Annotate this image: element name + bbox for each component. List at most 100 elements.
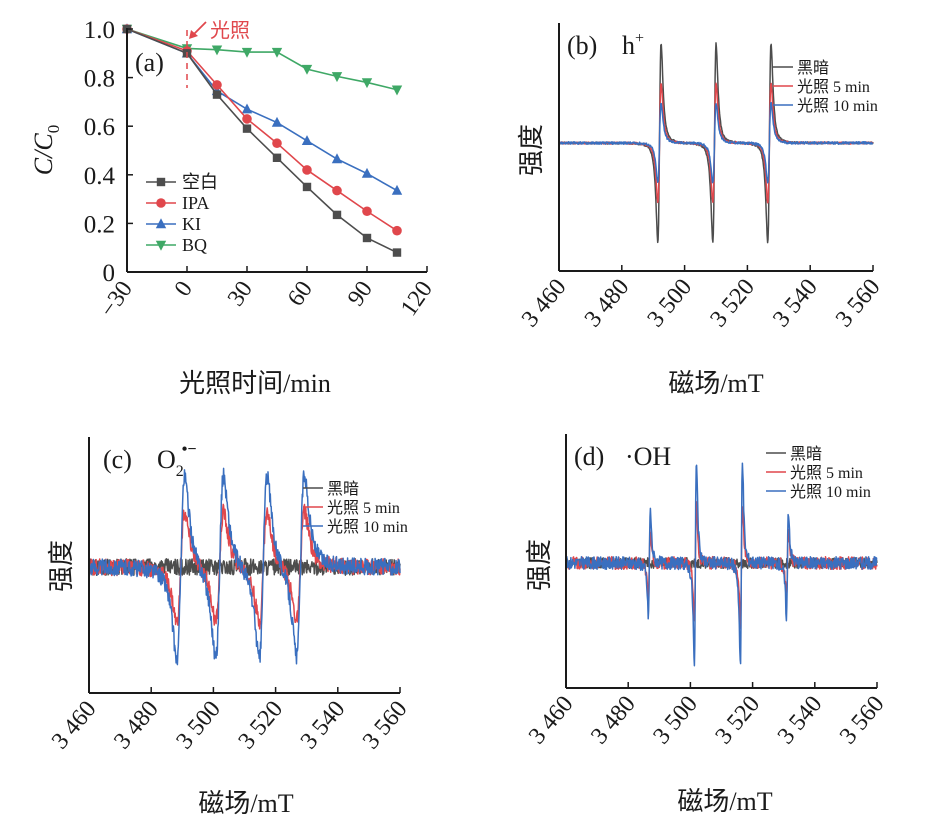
panel-d-epr-hydroxyl: 3 460 3 480 3 500 3 520 3 540 3 560 (d) ·OH 黑… [524,434,890,816]
circle-marker [302,165,312,175]
panel-b-species: h+ [622,30,644,60]
triangle-down-marker [391,85,403,96]
circle-marker [156,198,166,208]
legend-label: 光照 10 min [790,483,871,501]
legend-label: 光照 10 min [797,97,878,115]
x-tick-label: 3 480 [109,696,164,754]
x-tick-label: 3 540 [768,274,823,332]
circle-marker [212,80,222,90]
x-tick-label: 3 540 [296,696,351,754]
legend-label: KI [182,214,201,234]
series-KI [121,23,403,195]
x-tick-label: 30 [223,277,258,312]
panel-b-series-group [558,42,874,244]
legend-label: BQ [182,235,207,255]
series-line [126,28,398,91]
square-marker [272,153,282,162]
series-BQ [121,24,403,96]
panel-b-ticks: 3 460 3 480 3 500 3 520 3 540 3 560 [517,265,886,332]
legend-item: 光照 5 min [773,78,870,96]
legend-label: IPA [182,193,209,213]
square-marker [332,210,342,220]
panel-c-ticks: 3 460 3 480 3 500 3 520 3 540 3 560 [47,687,413,754]
triangle-up-marker [241,103,253,114]
y-tick-label: 0.2 [84,211,115,238]
legend-label: 空白 [182,172,218,192]
panel-d-series-group [565,462,878,667]
light-annotation-text: 光照 [210,19,250,42]
circle-marker [242,114,252,124]
legend-item: BQ [146,235,207,255]
legend-item: 黑暗 [303,480,359,498]
legend-item: KI [146,214,201,234]
light-arrow-shaft [192,21,207,36]
series-line [126,28,398,192]
triangle-down-marker [155,240,167,251]
legend-item: 光照 5 min [303,499,400,517]
x-tick-label: 3 500 [171,696,226,754]
x-tick-label: 3 520 [705,274,760,332]
legend-item: 黑暗 [773,59,829,77]
panel-a-x-axis-label: 光照时间/min [179,369,331,398]
x-tick-label: 0 [170,277,198,302]
series-line [126,28,398,254]
square-marker [212,90,222,99]
legend-item: 光照 5 min [766,464,863,482]
legend-item: 光照 10 min [766,483,871,501]
series-line [126,28,398,232]
x-tick-label: 3 460 [517,274,572,332]
x-tick-label: 3 500 [648,691,703,749]
panel-d-species: ·OH [625,442,671,471]
spectrum-光照 10 min [558,101,874,184]
legend-label: 光照 5 min [790,464,863,482]
spectrum-光照 10 min [565,462,878,667]
panel-d-x-axis-label: 磁场/mT [677,787,772,816]
square-marker [302,182,312,192]
light-arrow-head-icon [189,30,198,39]
circle-marker [362,206,372,217]
triangle-up-marker [361,167,373,178]
x-tick-label: 3 460 [524,691,579,749]
panel-c-y-axis-label: 强度 [47,540,76,592]
triangle-down-marker [211,45,223,56]
panel-d-label: (d) [574,442,604,471]
legend-label: 黑暗 [327,480,359,498]
legend-item: IPA [146,193,209,213]
legend-item: 光照 10 min [773,97,878,115]
svg-text:C/C0: C/C0 [29,125,63,175]
triangle-up-marker [391,184,403,195]
triangle-down-marker [271,47,283,58]
triangle-up-marker [271,116,283,127]
triangle-up-marker [155,218,167,229]
square-marker [362,233,372,243]
panel-c-x-axis-label: 磁场/mT [198,789,293,818]
x-tick-label: 3 480 [580,274,635,332]
x-tick-label: 3 560 [835,691,890,749]
x-tick-label: 3 460 [47,696,102,754]
panel-b-x-axis-label: 磁场/mT [668,369,763,398]
square-marker [242,124,252,133]
legend-item: 黑暗 [766,445,822,463]
x-tick-label: −30 [95,277,138,323]
spectrum-光照 10 min [88,467,401,666]
x-tick-label: 3 520 [234,696,289,754]
panel-a-label: (a) [135,48,164,77]
triangle-down-marker [331,72,343,83]
x-tick-label: 3 520 [711,691,766,749]
panel-a-series-group [121,23,403,257]
x-tick-label: 60 [283,277,318,312]
panel-a-y-axis-label: C/C0 [29,125,63,175]
legend-item: 空白 [146,172,218,192]
x-tick-label: 3 560 [358,696,413,754]
circle-marker [332,185,342,196]
legend-label: 光照 10 min [327,518,408,536]
x-tick-label: 3 560 [831,274,886,332]
triangle-up-marker [301,135,313,145]
x-tick-label: 3 540 [773,691,828,749]
